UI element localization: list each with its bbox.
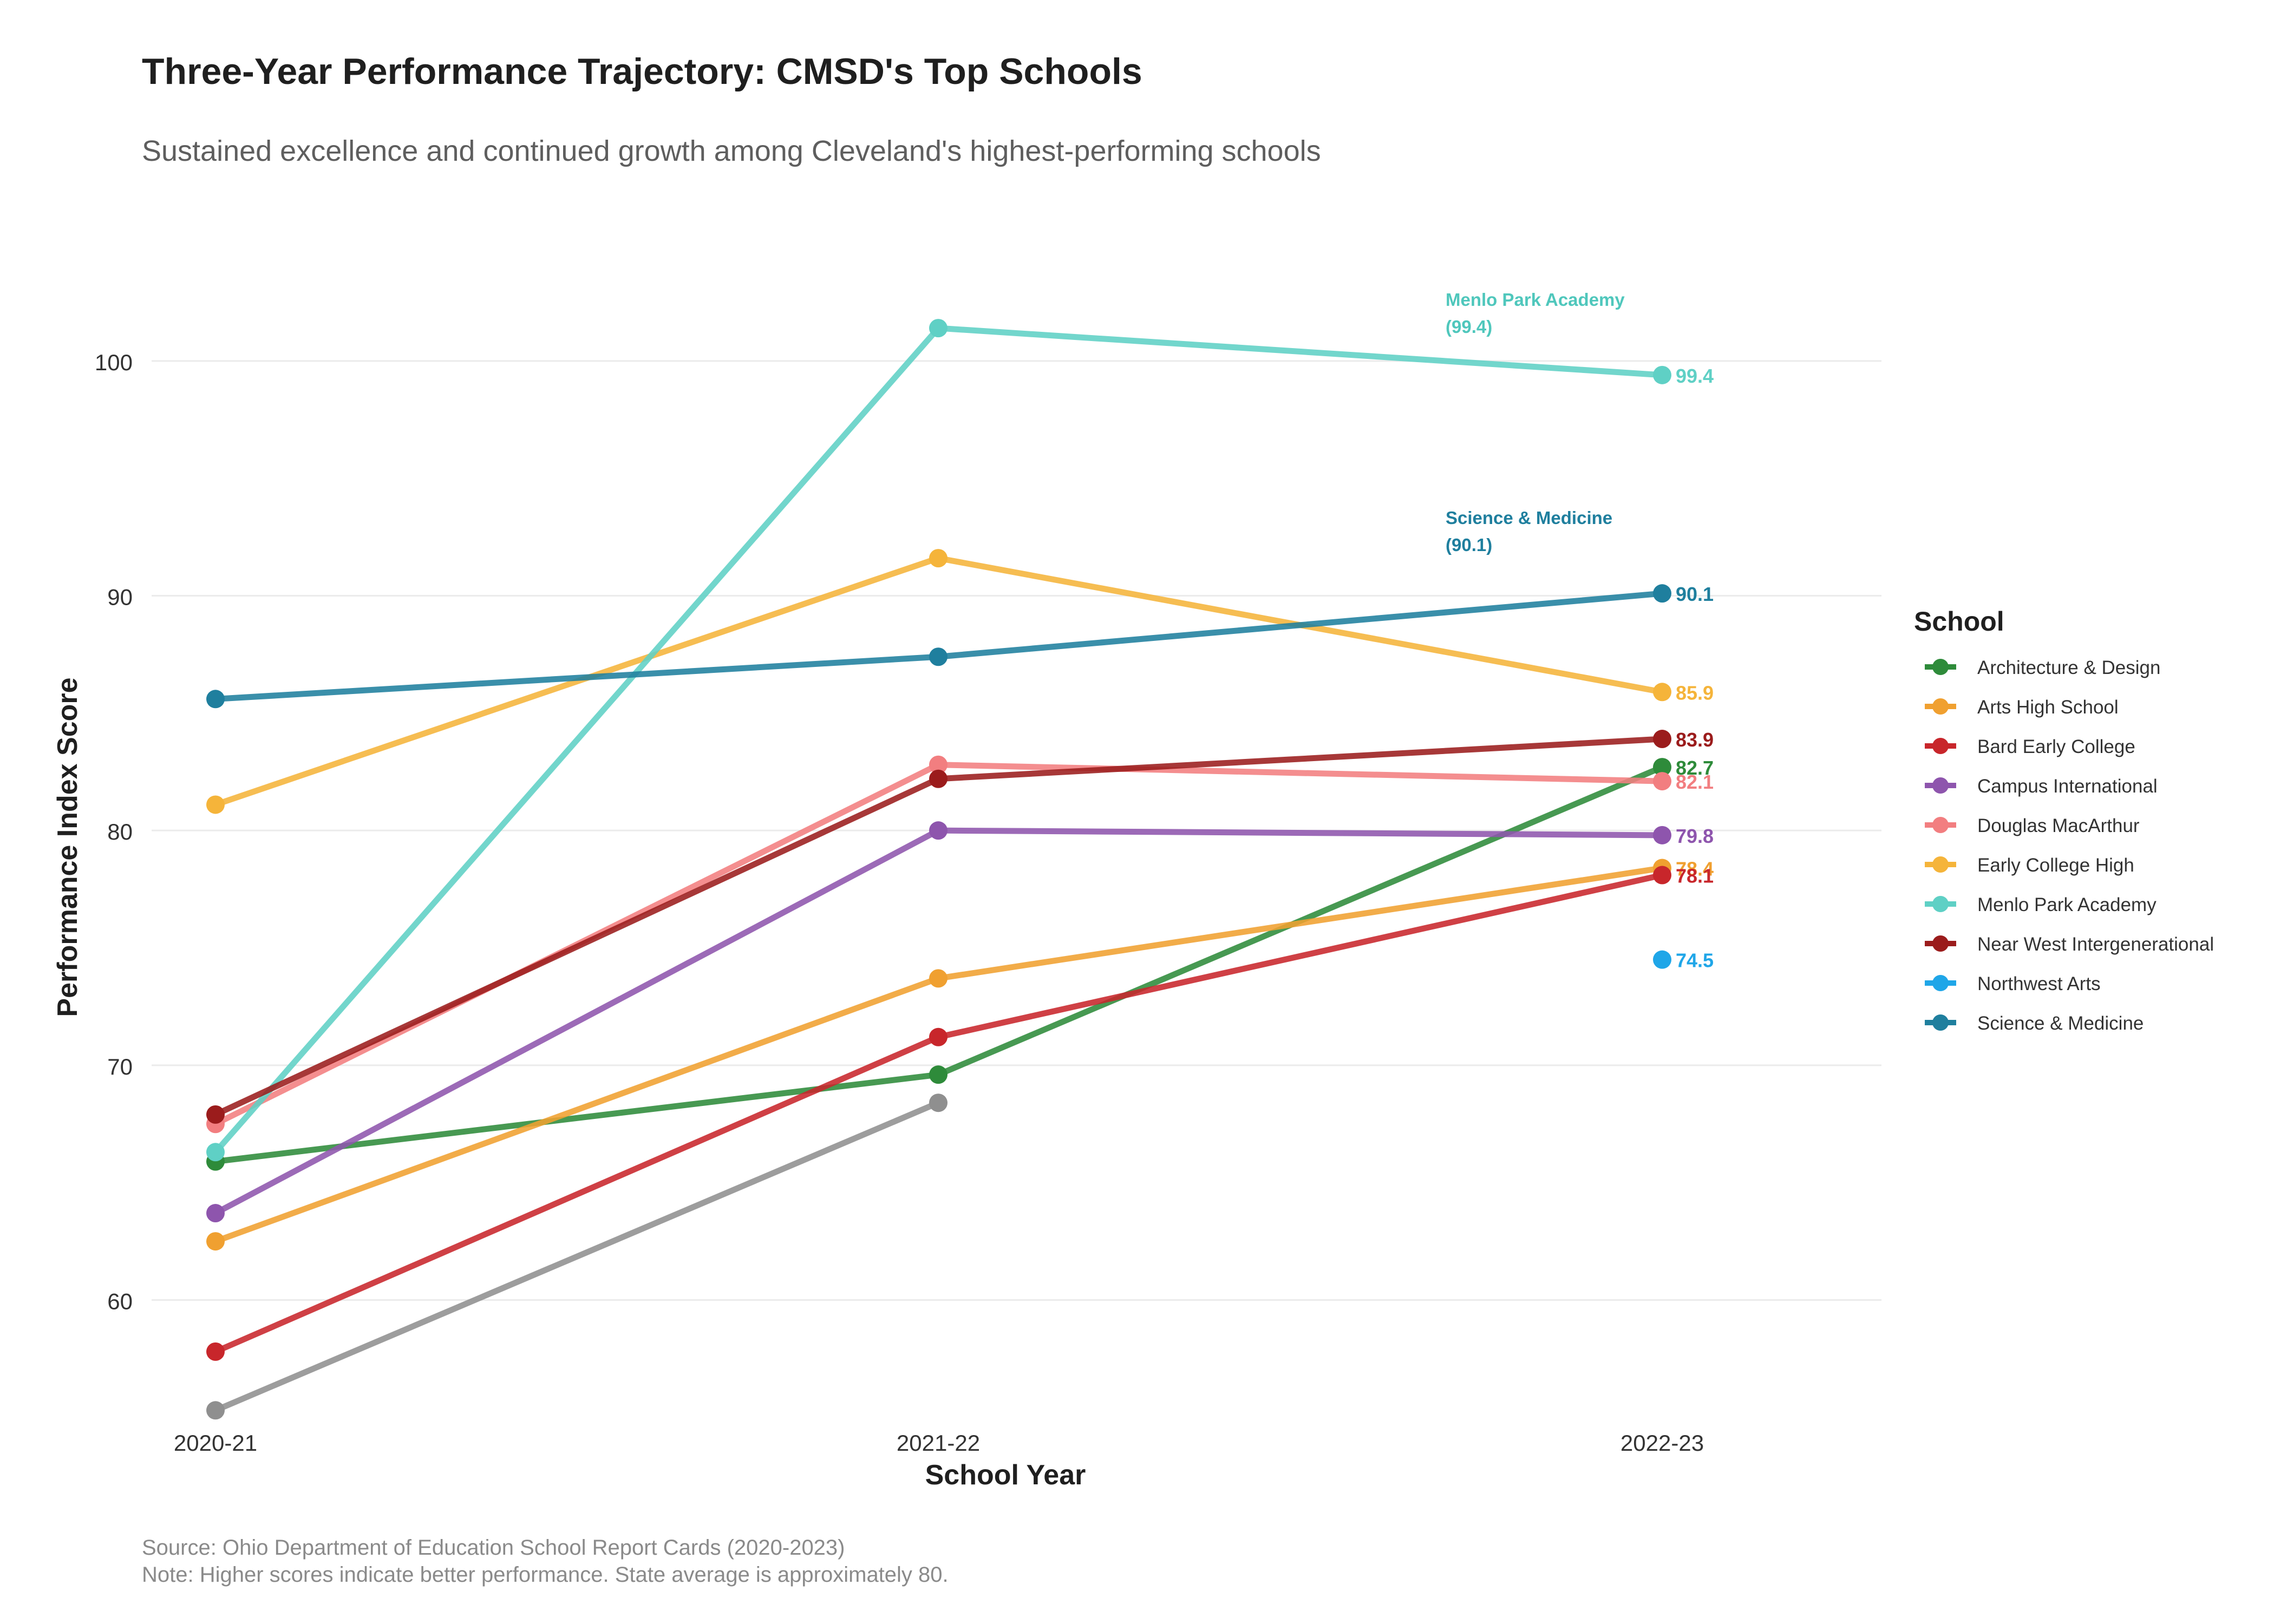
data-point-bard-early-college-2020-21 [206,1342,225,1361]
legend-label-bard-early-college: Bard Early College [1977,736,2135,757]
data-point-arts-high-school-2021-22 [929,969,948,988]
data-point-series-10-2020-21 [206,1401,225,1420]
legend-label-early-college-high: Early College High [1977,855,2134,876]
data-point-science-and-medicine-2021-22 [929,647,948,666]
end-label-near-west-intergenerational: 83.9 [1676,729,1714,751]
legend-swatch-point-early-college-high [1932,856,1949,873]
end-label-early-college-high: 85.9 [1676,682,1714,704]
end-label-architecture-and-design: 82.7 [1676,757,1714,779]
series-line-near-west-intergenerational [212,736,1665,1118]
data-point-campus-international-2020-21 [206,1204,225,1223]
data-point-campus-international-2021-22 [929,821,948,840]
data-point-northwest-arts-2022-23 [1653,950,1671,969]
legend-swatch-point-northwest-arts [1932,975,1949,991]
y-axis-ticks: 60 70 80 90 100 [95,350,133,1314]
y-tick-label-80: 80 [107,819,133,844]
legend-swatch-point-science-and-medicine [1932,1014,1949,1031]
data-point-science-and-medicine-2022-23 [1653,584,1671,603]
note-caption: Note: Higher scores indicate better perf… [142,1563,949,1587]
end-label-northwest-arts: 74.5 [1676,949,1714,972]
data-point-bard-early-college-2022-23 [1653,866,1671,885]
series-line-series-10 [212,1099,942,1413]
data-point-bard-early-college-2021-22 [929,1027,948,1046]
annotation-science-and-medicine-value: (90.1) [1446,535,1492,555]
legend-label-near-west-intergenerational: Near West Intergenerational [1977,934,2214,955]
series-line-campus-international [212,827,1665,1216]
annotation-menlo-park-academy-name: Menlo Park Academy [1446,290,1625,310]
data-point-near-west-intergenerational-2020-21 [206,1105,225,1124]
series-points [206,319,1671,1420]
annotation-science-and-medicine-name: Science & Medicine [1446,508,1612,528]
data-point-menlo-park-academy-2022-23 [1653,365,1671,384]
legend-swatch-point-campus-international [1932,777,1949,794]
data-point-series-10-2021-22 [929,1093,948,1112]
x-tick-label-2022-23: 2022-23 [1620,1430,1704,1456]
data-point-arts-high-school-2020-21 [206,1232,225,1251]
legend-label-menlo-park-academy: Menlo Park Academy [1977,894,2157,915]
legend-label-campus-international: Campus International [1977,776,2158,797]
legend-label-northwest-arts: Northwest Arts [1977,973,2101,994]
end-label-bard-early-college: 78.1 [1676,865,1714,887]
y-tick-label-90: 90 [107,584,133,610]
x-tick-label-2020-21: 2020-21 [174,1430,257,1456]
y-tick-label-70: 70 [107,1054,133,1079]
chart-title: Three-Year Performance Trajectory: CMSD'… [142,51,1142,92]
series-lines [212,325,1665,1413]
series-line-science-and-medicine [212,590,1665,702]
data-point-architecture-and-design-2022-23 [1653,758,1671,777]
legend-label-arts-high-school: Arts High School [1977,697,2119,718]
data-point-douglas-macarthur-2022-23 [1653,772,1671,791]
y-tick-label-60: 60 [107,1288,133,1314]
legend-swatch-point-arts-high-school [1932,698,1949,715]
data-point-near-west-intergenerational-2021-22 [929,769,948,788]
source-caption: Source: Ohio Department of Education Sch… [142,1536,845,1560]
legend-swatch-point-douglas-macarthur [1932,817,1949,833]
legend-swatch-point-near-west-intergenerational [1932,935,1949,952]
end-label-science-and-medicine: 90.1 [1676,583,1714,605]
data-point-early-college-high-2020-21 [206,795,225,814]
data-point-science-and-medicine-2020-21 [206,690,225,709]
end-labels: 82.7 78.478.1 79.8 82.1 85.9 99.4 83.9 74.5 90.1 [1676,365,1714,972]
y-tick-label-100: 100 [95,350,133,375]
end-label-douglas-macarthur: 82.1 [1676,771,1714,793]
data-point-menlo-park-academy-2021-22 [929,319,948,338]
data-point-architecture-and-design-2021-22 [929,1065,948,1084]
x-axis-ticks: 2020-21 2021-22 2022-23 [174,1430,1704,1456]
chart-subtitle: Sustained excellence and continued growt… [142,135,1321,167]
legend-swatch-point-architecture-and-design [1932,659,1949,675]
data-point-early-college-high-2021-22 [929,549,948,568]
data-point-menlo-park-academy-2020-21 [206,1143,225,1162]
legend-title: School [1914,606,2004,637]
data-point-early-college-high-2022-23 [1653,683,1671,702]
end-label-arts-high-school: 78.4 [1676,858,1714,880]
legend-label-architecture-and-design: Architecture & Design [1977,657,2160,678]
series-line-bard-early-college [212,872,1665,1355]
data-point-douglas-macarthur-2021-22 [929,755,948,774]
data-point-near-west-intergenerational-2022-23 [1653,730,1671,749]
annotation-menlo-park-academy-value: (99.4) [1446,317,1492,337]
annotations: Menlo Park Academy (99.4) Science & Medici… [1446,290,1625,555]
y-axis-title: Performance Index Score [52,677,83,1017]
legend-swatch-point-bard-early-college [1932,738,1949,754]
legend-label-douglas-macarthur: Douglas MacArthur [1977,815,2140,836]
legend: Architecture & Design Arts High School Bar… [1925,657,2214,1034]
x-tick-label-2021-22: 2021-22 [897,1430,980,1456]
x-axis-title: School Year [925,1459,1086,1491]
legend-label-science-and-medicine: Science & Medicine [1977,1013,2144,1034]
end-label-campus-international: 79.8 [1676,825,1714,847]
data-point-campus-international-2022-23 [1653,826,1671,844]
legend-swatch-point-menlo-park-academy [1932,896,1949,912]
end-label-menlo-park-academy: 99.4 [1676,365,1714,387]
